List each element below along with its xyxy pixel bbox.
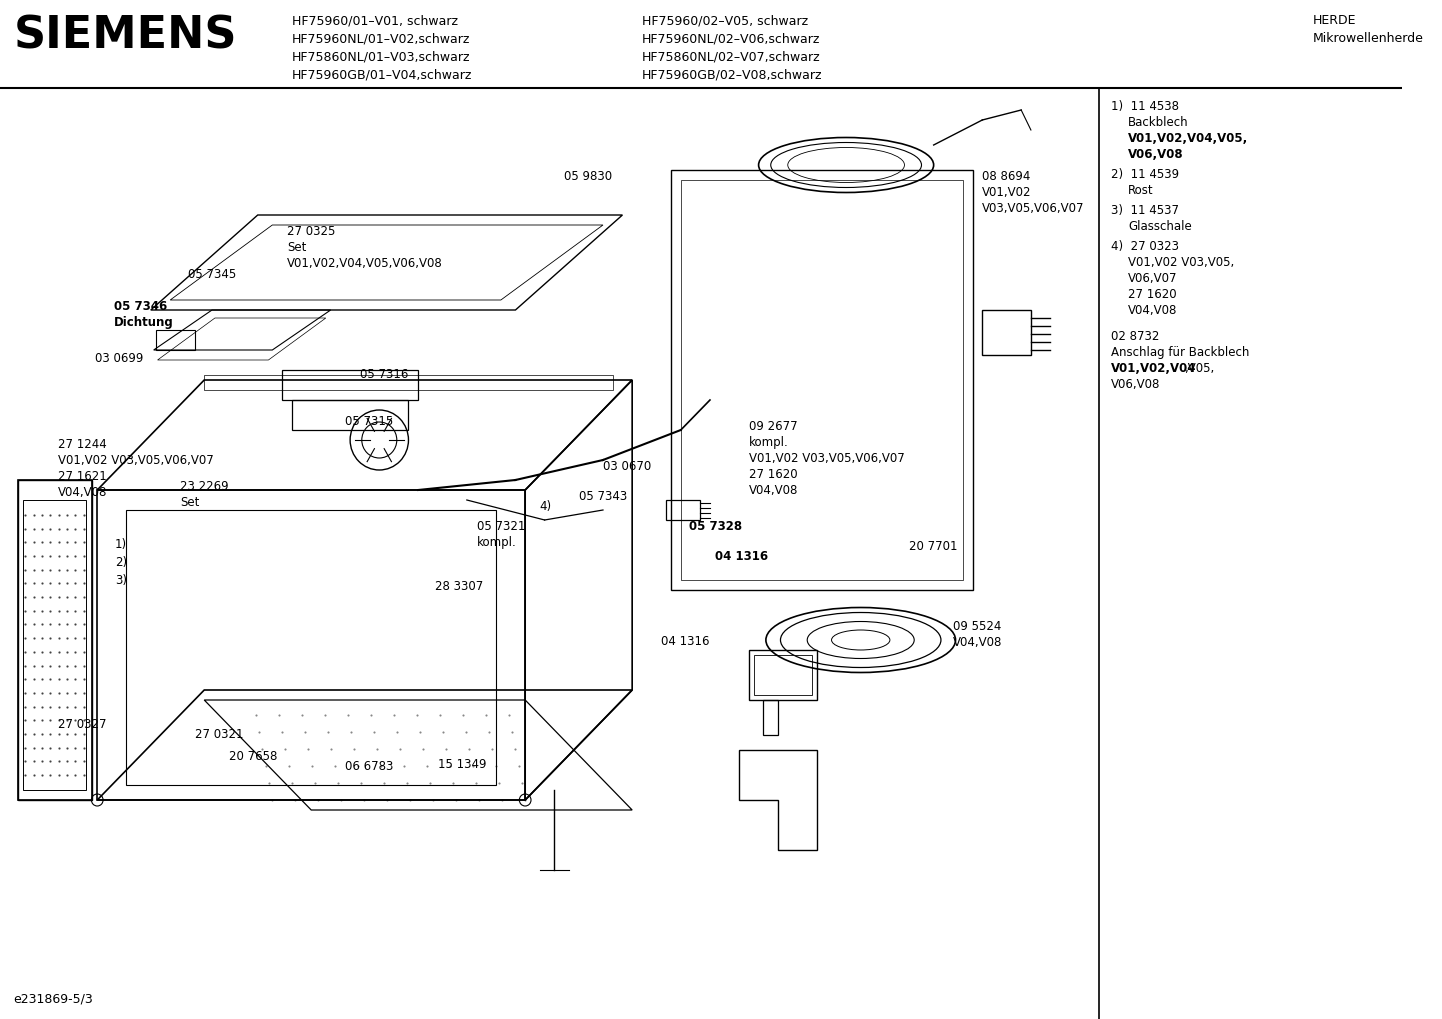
Text: 1): 1)	[115, 538, 127, 551]
Text: 2): 2)	[115, 556, 127, 569]
Text: V01,V02,V04,V05,V06,V08: V01,V02,V04,V05,V06,V08	[287, 257, 443, 270]
Text: 27 1621: 27 1621	[58, 470, 107, 483]
Text: 15 1349: 15 1349	[438, 758, 486, 771]
Text: 05 7316: 05 7316	[360, 368, 408, 381]
Text: 08 8694: 08 8694	[982, 170, 1031, 183]
Text: 05 7346: 05 7346	[114, 300, 167, 313]
Text: Dichtung: Dichtung	[114, 316, 173, 329]
Text: 27 0321: 27 0321	[195, 728, 244, 741]
Text: V01,V02 V03,V05,V06,V07: V01,V02 V03,V05,V06,V07	[748, 452, 904, 465]
Text: V06,V07: V06,V07	[1128, 272, 1178, 285]
Text: V03,V05,V06,V07: V03,V05,V06,V07	[982, 202, 1084, 215]
Text: Set: Set	[287, 242, 306, 254]
Text: 02 8732: 02 8732	[1110, 330, 1159, 343]
Text: V01,V02 V03,V05,: V01,V02 V03,V05,	[1128, 256, 1234, 269]
Text: V06,V08: V06,V08	[1128, 148, 1184, 161]
Text: HF75960/02–V05, schwarz: HF75960/02–V05, schwarz	[642, 14, 808, 26]
Text: Set: Set	[180, 496, 199, 510]
Text: 20 7658: 20 7658	[228, 750, 277, 763]
Text: 28 3307: 28 3307	[434, 580, 483, 593]
Text: HF75960NL/01–V02,schwarz: HF75960NL/01–V02,schwarz	[291, 32, 470, 45]
Text: 27 0327: 27 0327	[58, 718, 107, 731]
Text: 06 6783: 06 6783	[345, 760, 394, 773]
Text: HERDE: HERDE	[1314, 14, 1357, 26]
Text: 04 1316: 04 1316	[662, 635, 709, 648]
Text: 03 0670: 03 0670	[603, 460, 652, 473]
Text: 1)  11 4538: 1) 11 4538	[1110, 100, 1178, 113]
Text: 05 7328: 05 7328	[689, 520, 741, 533]
Text: HF75860NL/01–V03,schwarz: HF75860NL/01–V03,schwarz	[291, 50, 470, 63]
Text: kompl.: kompl.	[748, 436, 789, 449]
Text: 05 7315: 05 7315	[345, 415, 394, 428]
Text: HF75960/01–V01, schwarz: HF75960/01–V01, schwarz	[291, 14, 457, 26]
Text: 3)  11 4537: 3) 11 4537	[1110, 204, 1178, 217]
Text: 09 2677: 09 2677	[748, 420, 797, 433]
Text: V04,V08: V04,V08	[953, 636, 1002, 649]
Text: Backblech: Backblech	[1128, 116, 1188, 129]
Text: V01,V02,V04: V01,V02,V04	[1110, 362, 1197, 375]
Text: 04 1316: 04 1316	[715, 550, 769, 564]
Text: 27 1620: 27 1620	[1128, 288, 1177, 301]
Text: 4): 4)	[539, 500, 552, 513]
Text: 3): 3)	[115, 574, 127, 587]
Text: 27 0325: 27 0325	[287, 225, 336, 238]
Text: Mikrowellenherde: Mikrowellenherde	[1314, 32, 1423, 45]
Text: Rost: Rost	[1128, 184, 1154, 197]
Text: V04,V08: V04,V08	[1128, 304, 1178, 317]
Text: ,V05,: ,V05,	[1184, 362, 1214, 375]
Text: kompl.: kompl.	[476, 536, 516, 549]
Text: HF75960NL/02–V06,schwarz: HF75960NL/02–V06,schwarz	[642, 32, 820, 45]
Text: 27 1244: 27 1244	[58, 438, 107, 451]
Text: Anschlag für Backblech: Anschlag für Backblech	[1110, 346, 1249, 359]
Text: 20 7701: 20 7701	[910, 540, 957, 553]
Text: SIEMENS: SIEMENS	[13, 14, 236, 57]
Text: 23 2269: 23 2269	[180, 480, 228, 493]
Text: V06,V08: V06,V08	[1110, 378, 1159, 391]
Text: HF75960GB/02–V08,schwarz: HF75960GB/02–V08,schwarz	[642, 68, 822, 81]
Text: 4)  27 0323: 4) 27 0323	[1110, 240, 1178, 253]
Text: HF75860NL/02–V07,schwarz: HF75860NL/02–V07,schwarz	[642, 50, 820, 63]
Text: 05 7345: 05 7345	[187, 268, 236, 281]
Text: V01,V02 V03,V05,V06,V07: V01,V02 V03,V05,V06,V07	[58, 454, 213, 467]
Text: Glasschale: Glasschale	[1128, 220, 1193, 233]
Bar	[763, 700, 779, 735]
Text: 03 0699: 03 0699	[95, 352, 144, 365]
Text: 05 9830: 05 9830	[564, 170, 613, 183]
Text: 05 7321: 05 7321	[476, 520, 525, 533]
Text: 27 1620: 27 1620	[748, 468, 797, 481]
Text: 09 5524: 09 5524	[953, 620, 1002, 633]
Text: HF75960GB/01–V04,schwarz: HF75960GB/01–V04,schwarz	[291, 68, 472, 81]
Text: V01,V02: V01,V02	[982, 186, 1032, 199]
Text: V04,V08: V04,V08	[58, 486, 108, 499]
Text: 2)  11 4539: 2) 11 4539	[1110, 168, 1178, 181]
Text: 05 7343: 05 7343	[578, 490, 627, 503]
Text: V01,V02,V04,V05,: V01,V02,V04,V05,	[1128, 132, 1249, 145]
Text: V04,V08: V04,V08	[748, 484, 799, 497]
Text: e231869-5/3: e231869-5/3	[13, 993, 94, 1005]
